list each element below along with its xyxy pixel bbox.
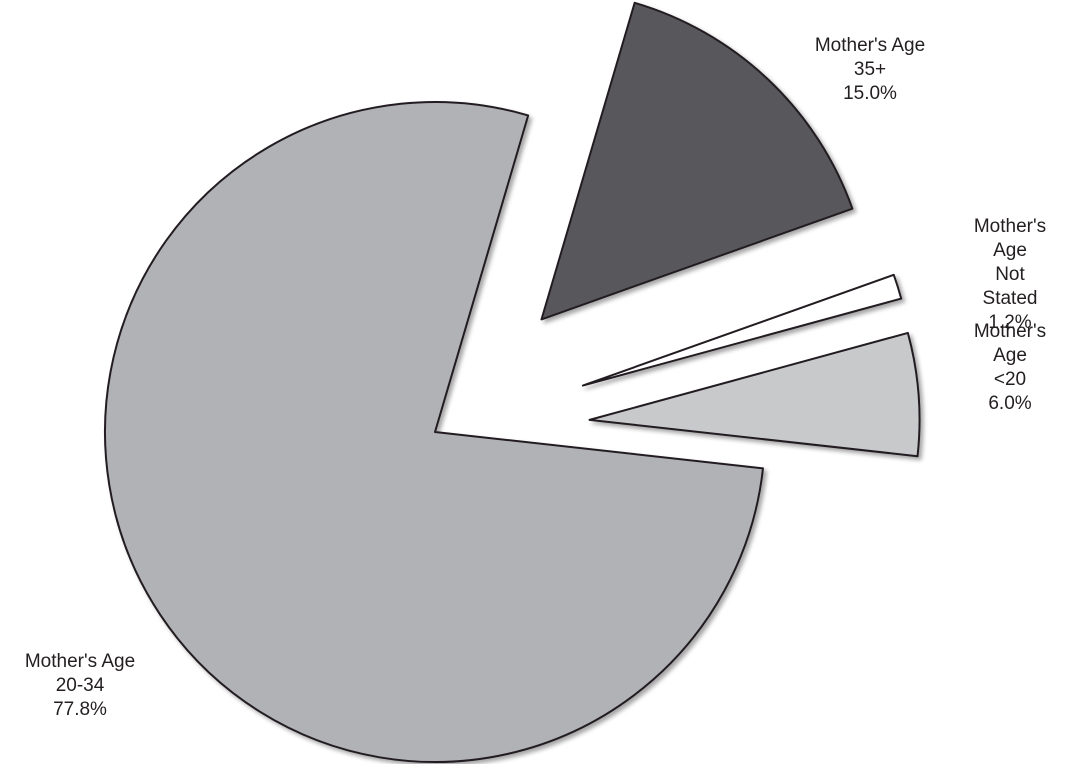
pie-slice — [540, 1, 854, 321]
category-label: Mother's Age 35+ — [814, 35, 926, 80]
category-label: Mother's Age 20-34 — [24, 651, 136, 696]
pie-slice — [588, 331, 921, 458]
slice-label: Mother's Age Not Stated 1.2% — [974, 215, 1047, 335]
category-label: Mother's Age Not Stated — [973, 216, 1047, 309]
value-label: 15.0% — [843, 83, 897, 104]
pie-slice — [104, 101, 764, 763]
pie-slice — [581, 273, 903, 387]
slice-label: Mother's Age <20 6.0% — [974, 320, 1047, 416]
value-label: 77.8% — [53, 699, 107, 720]
category-label: Mother's Age <20 — [973, 321, 1047, 390]
value-label: 6.0% — [988, 393, 1032, 414]
value-label: 1.2% — [988, 312, 1032, 333]
slice-label: Mother's Age 35+ 15.0% — [815, 34, 925, 106]
slice-label: Mother's Age 20-34 77.8% — [25, 650, 135, 722]
